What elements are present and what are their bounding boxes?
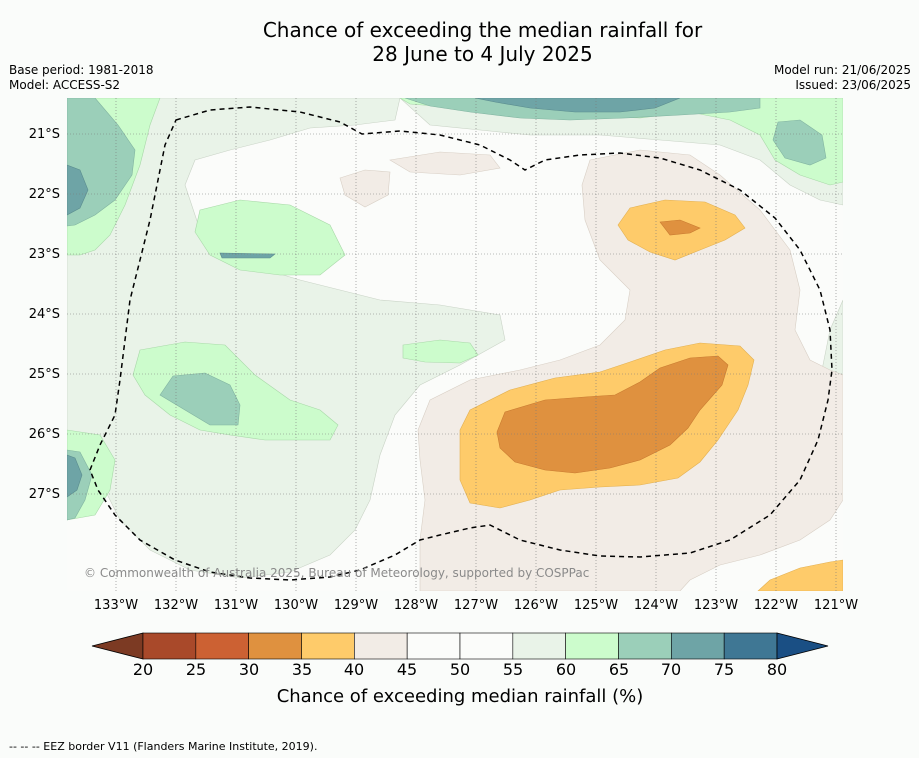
colorbar-segment	[512, 632, 566, 660]
colorbar-segment	[618, 632, 672, 660]
region-55-60-north	[399, 98, 843, 206]
region-65-70-east	[772, 119, 827, 166]
colorbar-tick: 65	[608, 660, 630, 679]
meta-right: Model run: 21/06/2025 Issued: 23/06/2025	[774, 63, 911, 93]
title-line-1: Chance of exceeding the median rainfall …	[262, 18, 703, 42]
colorbar-segment	[354, 632, 408, 660]
lat-label: 22°S	[28, 187, 60, 202]
lon-label: 132°W	[153, 598, 199, 613]
lon-label: 126°W	[513, 598, 559, 613]
issued-text: Issued: 23/06/2025	[795, 78, 911, 92]
lon-label: 122°W	[753, 598, 799, 613]
colorbar-tick: 60	[555, 660, 577, 679]
region-70-75-nw	[67, 164, 89, 216]
lon-label: 124°W	[633, 598, 679, 613]
region-70-75-strip	[219, 252, 276, 259]
colorbar-segment	[565, 632, 619, 660]
base-period-text: Base period: 1981-2018	[9, 63, 154, 77]
region-60-65-small	[402, 339, 479, 364]
colorbar-label: Chance of exceeding median rainfall (%)	[276, 686, 644, 707]
region-40-45-nw	[339, 169, 391, 208]
region-70-75-top	[474, 98, 681, 113]
region-30-35-main	[496, 355, 729, 474]
lon-label: 133°W	[93, 598, 139, 613]
region-30-35-north	[659, 219, 701, 236]
colorbar-segment	[248, 632, 302, 660]
region-65-70-west	[159, 372, 241, 426]
eez-border	[89, 106, 833, 581]
colorbar-segment	[671, 632, 725, 660]
model-run-text: Model run: 21/06/2025	[773, 63, 911, 77]
colorbar-tick: 40	[343, 660, 365, 679]
lon-label: 129°W	[333, 598, 379, 613]
colorbar-tick: 30	[238, 660, 260, 679]
lat-label: 27°S	[28, 487, 60, 502]
lat-label: 23°S	[28, 247, 60, 262]
region-70-75-sw	[67, 454, 83, 498]
lon-label: 123°W	[693, 598, 739, 613]
lon-label: 121°W	[813, 598, 859, 613]
colorbar-ticks: 20 25 30 35 40 45 50 55 60 65 70 75 80	[0, 660, 919, 680]
region-55-60-west	[67, 98, 506, 579]
map-title: Chance of exceeding the median rainfall …	[0, 18, 919, 66]
title-line-2: 28 June to 4 July 2025	[372, 42, 593, 66]
lat-label: 21°S	[28, 127, 60, 142]
colorbar-tick: 80	[766, 660, 788, 679]
eez-legend-text: -- -- -- EEZ border V11 (Flanders Marine…	[9, 740, 318, 753]
lat-label: 25°S	[28, 367, 60, 382]
colorbar-segment	[723, 632, 778, 660]
colorbar-segment	[459, 632, 514, 660]
colorbar-under	[91, 632, 144, 660]
lon-label: 130°W	[273, 598, 319, 613]
region-40-45-north	[389, 151, 501, 176]
colorbar-tick: 20	[132, 660, 154, 679]
map-area	[67, 98, 843, 591]
lon-label: 127°W	[453, 598, 499, 613]
colorbar-segment	[142, 632, 197, 660]
colorbar-segment	[406, 632, 461, 660]
lat-label: 24°S	[28, 307, 60, 322]
colorbar-tick: 50	[449, 660, 471, 679]
colorbar-segments	[142, 632, 778, 660]
colorbar-segment	[301, 632, 355, 660]
colorbar-tick: 75	[713, 660, 735, 679]
colorbar-tick: 45	[396, 660, 418, 679]
colorbar-tick: 25	[185, 660, 207, 679]
colorbar-tick: 55	[502, 660, 524, 679]
region-60-65-west	[132, 341, 339, 441]
colorbar	[91, 632, 829, 660]
copyright-text: © Commonwealth of Australia 2025, Bureau…	[84, 566, 590, 580]
colorbar-segment	[195, 632, 249, 660]
colorbar-over	[776, 632, 829, 660]
meta-left: Base period: 1981-2018 Model: ACCESS-S2	[9, 63, 154, 93]
model-text: Model: ACCESS-S2	[9, 78, 121, 92]
lon-label: 131°W	[213, 598, 259, 613]
lon-label: 125°W	[573, 598, 619, 613]
lon-label: 128°W	[393, 598, 439, 613]
lat-label: 26°S	[28, 427, 60, 442]
colorbar-tick: 70	[660, 660, 682, 679]
grid-lines	[67, 98, 843, 591]
region-35-40-se	[757, 559, 843, 591]
colorbar-tick: 35	[291, 660, 313, 679]
